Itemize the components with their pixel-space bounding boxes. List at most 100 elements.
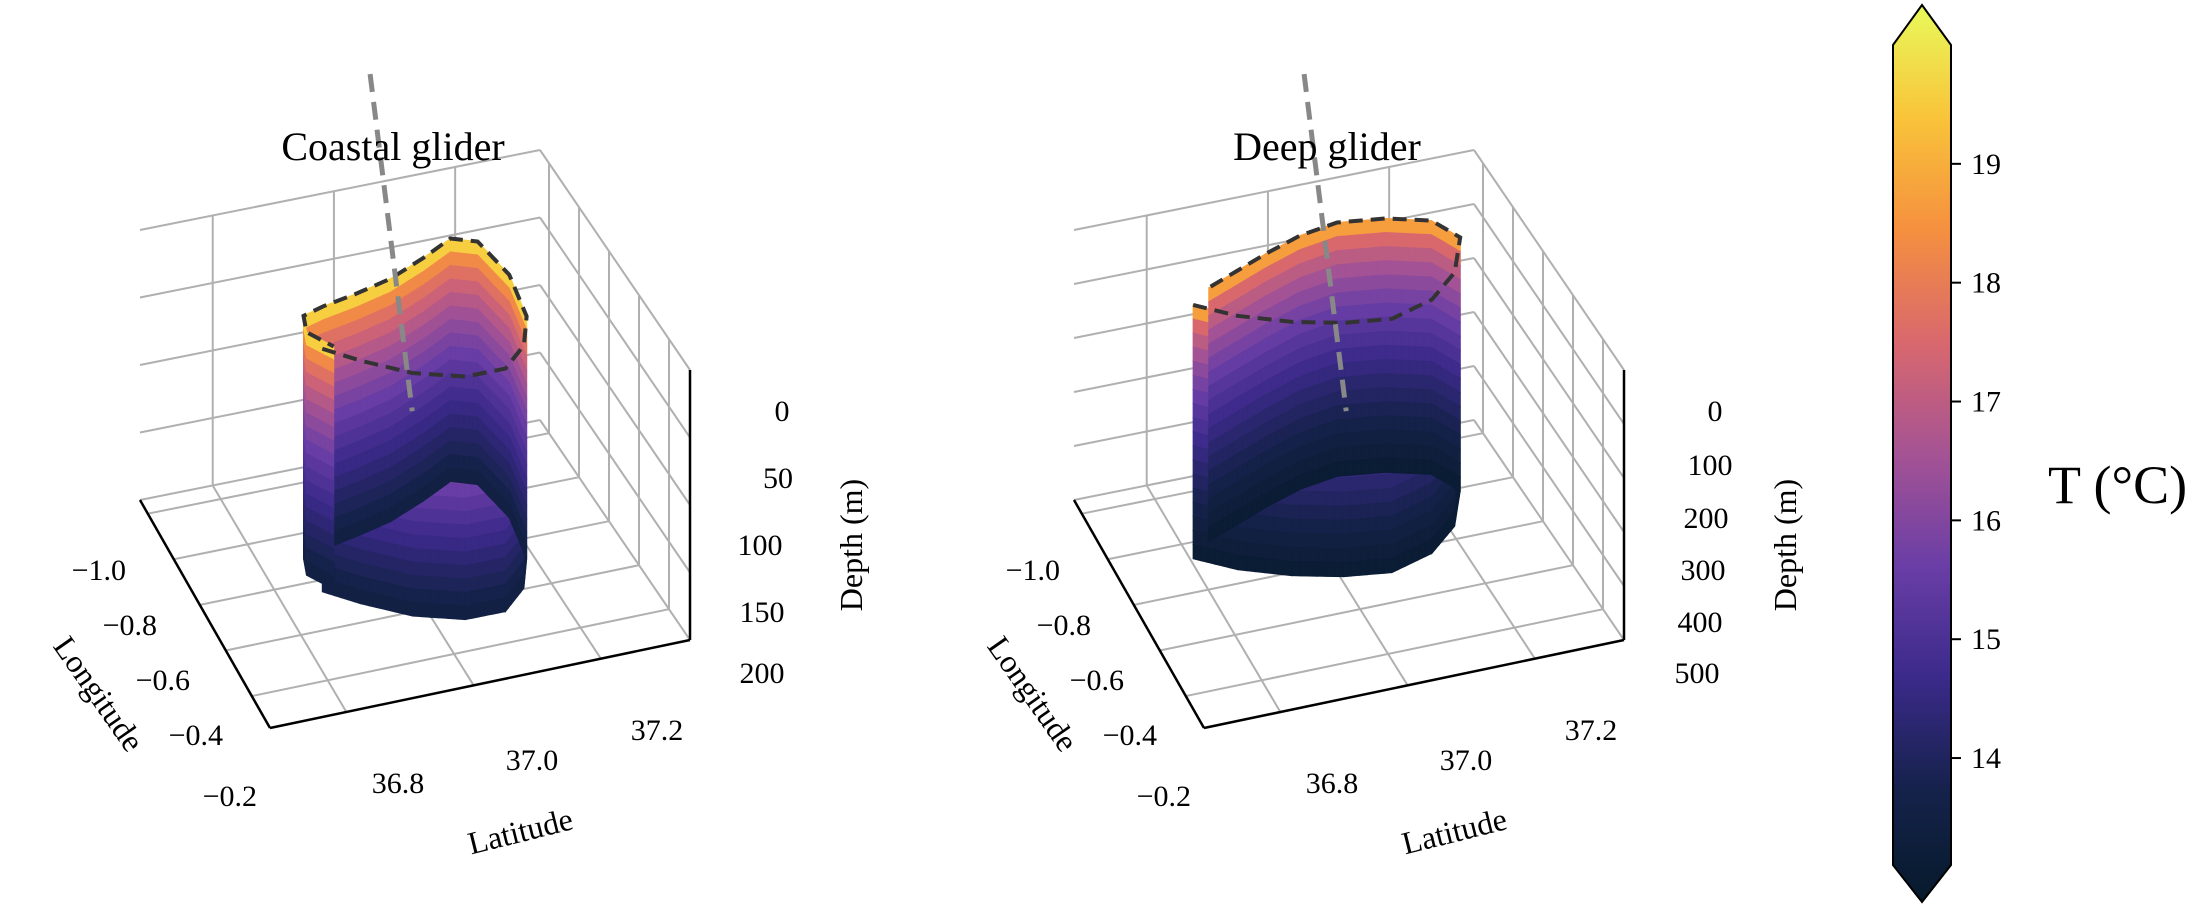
data-cell — [1334, 477, 1344, 493]
data-cell — [1299, 533, 1310, 549]
data-cell — [1214, 549, 1224, 567]
data-cell — [1273, 516, 1284, 533]
data-cell — [1299, 345, 1307, 364]
z-tick-labels: 0 50 100 150 200 — [738, 395, 794, 690]
data-cell — [1334, 505, 1344, 521]
data-cell — [449, 359, 456, 375]
data-cell — [1318, 395, 1326, 414]
data-cell — [403, 532, 414, 550]
data-cell — [1299, 504, 1310, 521]
x-tick-label: 37.0 — [506, 744, 559, 777]
data-cell — [338, 311, 345, 328]
data-cell — [1392, 443, 1402, 460]
y-tick-labels: −1.0 −0.8 −0.6 −0.4 −0.2 — [72, 554, 257, 813]
data-cell — [1385, 401, 1394, 417]
data-cell — [1404, 548, 1413, 567]
data-cell — [1400, 331, 1410, 347]
data-cell — [1299, 289, 1307, 307]
data-cell — [1342, 547, 1352, 564]
data-cell — [1352, 290, 1362, 307]
data-cell — [478, 601, 486, 618]
data-cell — [1324, 449, 1332, 468]
data-cell — [449, 318, 456, 335]
data-cell — [343, 484, 351, 502]
data-cell — [1350, 476, 1361, 492]
data-cell — [463, 428, 470, 444]
data-cell — [1342, 519, 1352, 535]
data-cell — [1369, 289, 1379, 305]
data-cell — [429, 535, 440, 551]
data-cell — [1344, 403, 1354, 420]
data-cell — [1330, 376, 1338, 395]
data-cell — [354, 520, 362, 539]
data-cell — [429, 603, 440, 619]
data-cell — [1392, 429, 1402, 446]
data-cell — [1192, 360, 1202, 378]
data-cell — [449, 386, 456, 402]
data-cell — [1255, 495, 1262, 515]
data-cell — [1299, 416, 1307, 434]
data-cell — [1360, 332, 1371, 348]
z-tick-label: 0 — [775, 395, 790, 428]
grid-line — [1473, 311, 1625, 533]
data-cell — [349, 388, 356, 405]
data-cell — [447, 563, 458, 580]
data-cell — [1400, 430, 1410, 446]
data-cell — [1359, 517, 1369, 534]
y-axis-line — [138, 499, 272, 729]
data-cell — [1200, 475, 1209, 493]
data-cell — [1342, 490, 1352, 507]
data-cell — [1418, 541, 1426, 561]
data-cell — [1317, 561, 1327, 577]
y-tick-label: −1.0 — [1006, 554, 1060, 587]
data-cell — [1408, 289, 1417, 306]
data-cell — [429, 508, 440, 524]
data-cell — [445, 466, 451, 486]
data-cell — [1377, 401, 1387, 418]
data-cell — [343, 457, 351, 475]
data-cell — [1423, 417, 1432, 433]
data-cell — [333, 326, 340, 344]
data-cell — [1360, 247, 1371, 264]
data-cell — [1415, 261, 1425, 278]
data-cell — [458, 400, 465, 417]
grid-line — [211, 484, 348, 713]
data-cell — [1415, 346, 1425, 362]
data-cell — [1375, 502, 1385, 519]
data-cell — [349, 415, 356, 432]
data-cell — [360, 535, 371, 553]
data-cell — [1336, 291, 1346, 308]
reference-line — [1301, 73, 1349, 412]
data-cell — [498, 583, 506, 601]
data-cell — [1214, 535, 1224, 553]
data-cell — [1369, 387, 1379, 404]
data-cell — [464, 482, 473, 499]
data-cell — [1454, 473, 1461, 493]
data-cell — [1330, 405, 1338, 423]
data-cell — [1377, 344, 1387, 361]
x-axis-line — [269, 638, 691, 730]
data-cell — [1391, 554, 1400, 574]
data-cell — [454, 319, 460, 335]
data-cell — [349, 428, 356, 446]
data-cell — [360, 549, 371, 566]
colorbar-tick-label: 18 — [1971, 267, 2001, 300]
data-cell — [1291, 561, 1301, 577]
data-cell — [1192, 515, 1202, 534]
data-cell — [484, 505, 493, 522]
data-cell — [456, 483, 466, 499]
data-cell — [454, 305, 460, 322]
data-cell — [449, 413, 456, 429]
data-cell — [1423, 459, 1432, 475]
data-cell — [1344, 262, 1354, 279]
data-cell — [458, 292, 465, 309]
grid-line — [1145, 484, 1282, 713]
data-cell — [1359, 503, 1369, 520]
data-cell — [472, 456, 479, 472]
data-cell — [1255, 542, 1266, 560]
data-cell — [468, 469, 474, 485]
data-cell — [1325, 491, 1336, 507]
data-cell — [333, 367, 340, 384]
data-cell — [1317, 519, 1327, 535]
data-cell — [1305, 456, 1313, 474]
